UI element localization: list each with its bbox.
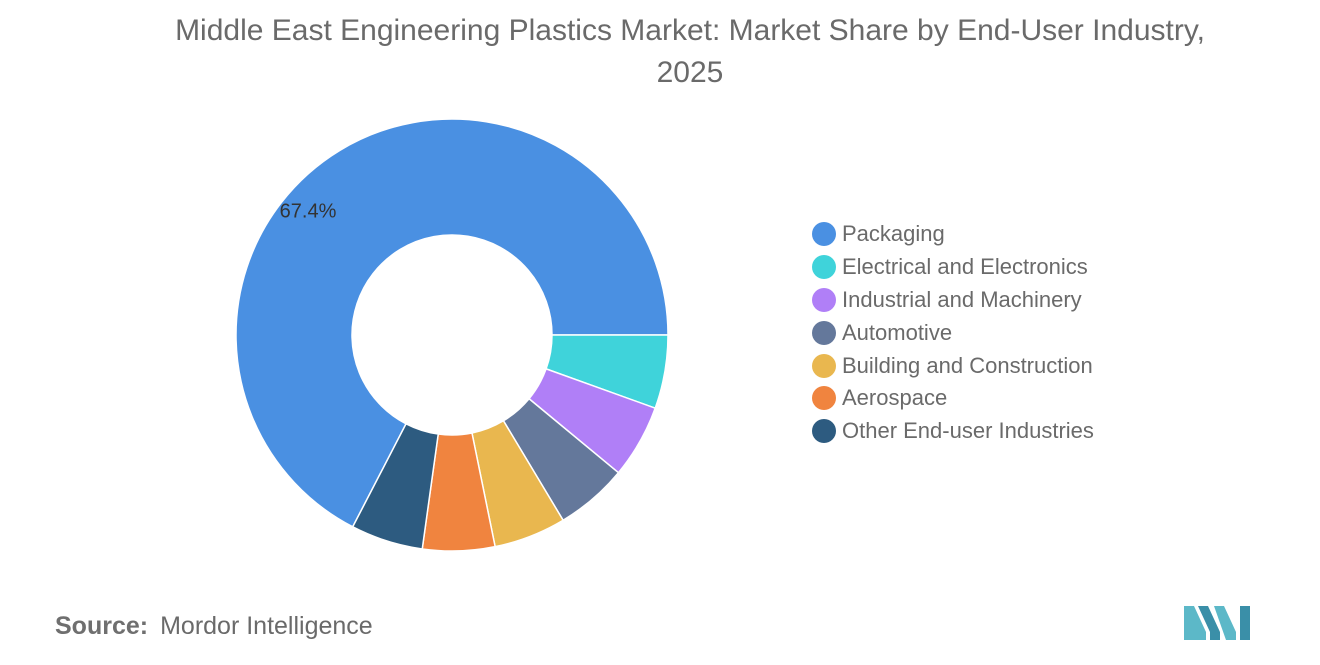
source-value: Mordor Intelligence xyxy=(160,612,373,640)
legend-swatch xyxy=(812,287,836,312)
data-label: 67.4% xyxy=(280,200,337,222)
chart-title: Middle East Engineering Plastics Market:… xyxy=(175,14,1205,89)
legend-swatch xyxy=(812,419,836,444)
chart-legend: Packaging Electrical and Electronics Indus… xyxy=(812,218,1094,448)
legend-item: Industrial and Machinery xyxy=(812,284,1094,317)
mordor-intelligence-logo-icon xyxy=(1184,606,1250,640)
legend-label: Packaging xyxy=(842,221,945,247)
legend-label: Aerospace xyxy=(842,385,948,411)
legend-label: Other End-user Industries xyxy=(842,418,1094,444)
legend-label: Electrical and Electronics xyxy=(842,254,1088,280)
legend-swatch xyxy=(812,255,836,280)
legend-swatch xyxy=(812,353,836,378)
legend-item: Other End-user Industries xyxy=(812,415,1094,448)
legend-swatch xyxy=(812,222,836,247)
legend-item: Aerospace xyxy=(812,382,1094,415)
legend-label: Automotive xyxy=(842,319,953,345)
legend-item: Packaging xyxy=(812,218,1094,251)
legend-item: Automotive xyxy=(812,316,1094,349)
legend-swatch xyxy=(812,386,836,411)
legend-label: Building and Construction xyxy=(842,352,1093,378)
donut-slice-other-end-user-industries xyxy=(351,422,440,550)
legend-item: Electrical and Electronics xyxy=(812,251,1094,284)
donut-slice-packaging xyxy=(235,118,669,528)
legend-swatch xyxy=(812,320,836,345)
legend-label: Industrial and Machinery xyxy=(842,286,1082,312)
source-label: Source: xyxy=(55,612,149,640)
source-note: Source: Mordor Intelligence xyxy=(55,612,373,641)
legend-item: Building and Construction xyxy=(812,349,1094,382)
